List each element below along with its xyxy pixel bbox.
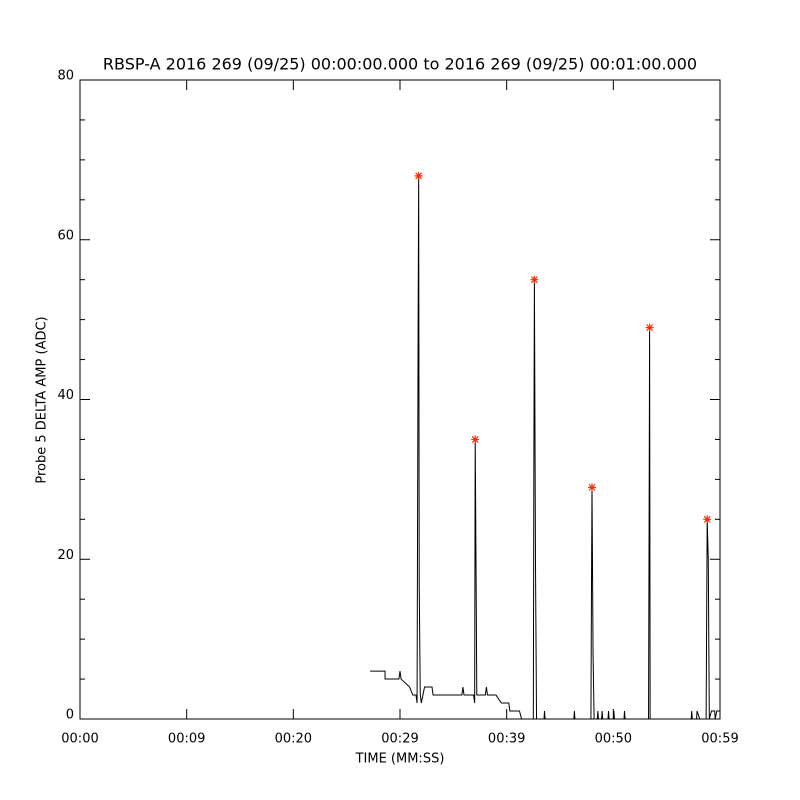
data-line [370, 175, 720, 720]
x-tick-label: 00:00 [61, 732, 98, 747]
x-tick-label: 00:59 [701, 732, 738, 747]
y-tick-label: 20 [57, 548, 74, 563]
peak-marker [645, 323, 654, 332]
peak-marker [414, 171, 423, 180]
y-tick-label: 40 [57, 388, 74, 403]
y-tick-label: 80 [57, 69, 74, 84]
x-tick-label: 00:50 [595, 732, 632, 747]
peak-marker [703, 515, 712, 524]
x-tick-label: 00:09 [168, 732, 205, 747]
x-tick-label: 00:29 [381, 732, 418, 747]
y-tick-label: 60 [57, 228, 74, 243]
peak-marker [530, 275, 539, 284]
chart-title: RBSP-A 2016 269 (09/25) 00:00:00.000 to … [103, 55, 697, 74]
y-tick-label: 0 [66, 708, 74, 723]
plot-frame [79, 79, 721, 720]
x-axis-label: TIME (MM:SS) [355, 752, 445, 767]
y-axis-label: Probe 5 DELTA AMP (ADC) [35, 316, 50, 483]
peak-marker [471, 435, 480, 444]
x-tick-label: 00:20 [275, 732, 312, 747]
x-tick-label: 00:39 [488, 732, 525, 747]
peak-marker [588, 483, 596, 492]
